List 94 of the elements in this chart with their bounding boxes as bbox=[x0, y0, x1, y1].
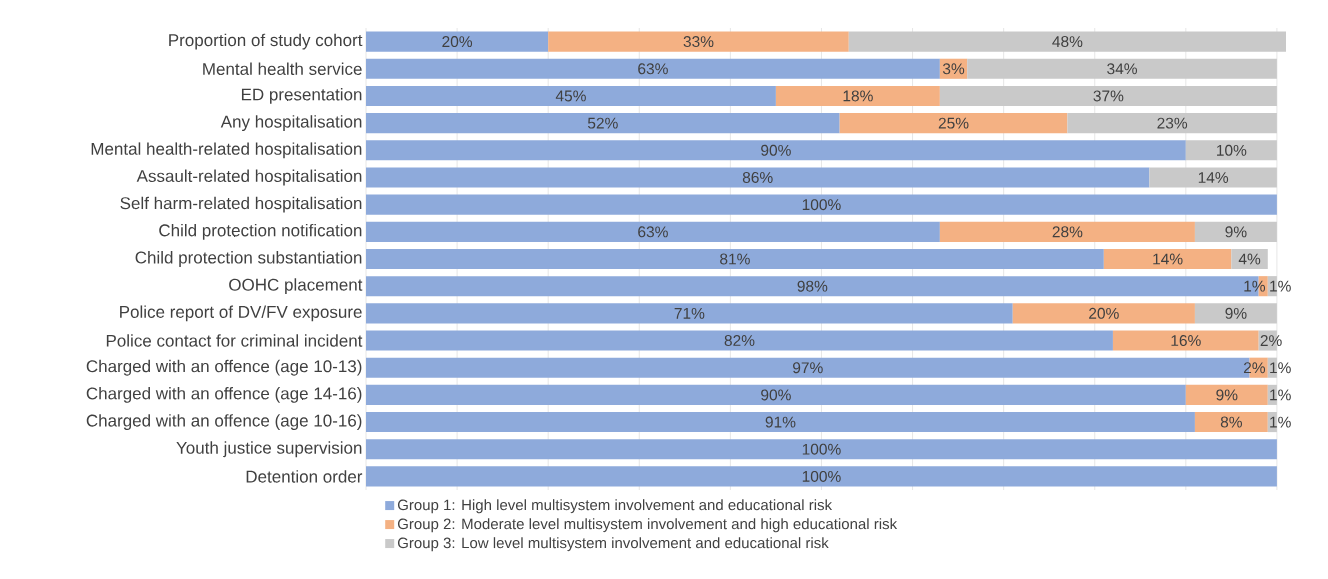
data-label: 3% bbox=[942, 63, 965, 75]
data-label: 23% bbox=[1157, 117, 1188, 129]
data-label: 14% bbox=[1153, 253, 1183, 265]
legend-label: Group 1: High level multisystem involvement and educational risk bbox=[397, 499, 833, 514]
y-tick-label: Any hospitalisation bbox=[220, 115, 362, 132]
bar bbox=[366, 330, 1113, 351]
bar bbox=[848, 31, 1287, 52]
bar bbox=[1012, 303, 1195, 324]
y-tick-label: Proportion of study cohort bbox=[169, 33, 363, 50]
data-label: 81% bbox=[720, 253, 750, 265]
data-label: 10% bbox=[1217, 144, 1247, 156]
data-label: 86% bbox=[742, 171, 773, 183]
data-label: 98% bbox=[797, 280, 828, 292]
data-label: 1% bbox=[1270, 389, 1291, 401]
data-label: 9% bbox=[1216, 389, 1238, 401]
y-tick-label: Child protection notification bbox=[159, 223, 362, 240]
bar bbox=[366, 85, 776, 106]
data-label: 100% bbox=[802, 470, 841, 482]
data-label: 4% bbox=[1238, 253, 1261, 265]
data-label: 90% bbox=[761, 389, 791, 401]
y-tick-label: Youth justice supervision bbox=[176, 441, 362, 458]
bar bbox=[839, 113, 1068, 134]
y-tick-label: Self harm-related hospitalisation bbox=[120, 196, 362, 213]
y-tick-label: Child protection substantiation bbox=[135, 251, 362, 267]
data-label: 71% bbox=[674, 307, 705, 319]
y-tick-label: OOHC placement bbox=[229, 278, 363, 295]
data-label: 2% bbox=[1260, 335, 1282, 346]
y-tick-label: Charged with an offence (age 14-16) bbox=[86, 386, 362, 403]
data-label: 14% bbox=[1198, 172, 1229, 183]
y-tick-label: Charged with an offence (age 10-16) bbox=[86, 414, 362, 430]
bar bbox=[1067, 113, 1277, 134]
data-label: 52% bbox=[587, 117, 618, 129]
bar bbox=[366, 140, 1186, 161]
bar bbox=[366, 384, 1186, 405]
data-label: 33% bbox=[683, 36, 714, 48]
data-label: 34% bbox=[1107, 63, 1138, 75]
bar bbox=[1185, 384, 1268, 405]
y-tick-label: Police contact for criminal incident bbox=[106, 334, 363, 347]
bar bbox=[548, 31, 849, 52]
legend-label: Group 3: Low level multisystem involvement and educational risk bbox=[397, 537, 829, 552]
data-label: 20% bbox=[1089, 307, 1119, 319]
data-label: 100% bbox=[802, 199, 841, 211]
data-label: 45% bbox=[555, 90, 586, 102]
data-label: 1% bbox=[1270, 416, 1291, 428]
bar bbox=[939, 85, 1277, 106]
data-label: 25% bbox=[938, 117, 969, 129]
y-tick-label: ED presentation bbox=[241, 88, 362, 104]
bar bbox=[366, 113, 840, 134]
bar bbox=[939, 221, 1195, 242]
bar bbox=[366, 167, 1150, 188]
bar bbox=[1112, 330, 1259, 351]
bar bbox=[366, 31, 549, 52]
bar bbox=[366, 412, 1195, 433]
data-label: 90% bbox=[761, 144, 791, 156]
bar bbox=[1103, 248, 1232, 270]
bar bbox=[967, 58, 1277, 79]
y-tick-label: Mental health-related hospitalisation bbox=[91, 142, 362, 159]
bar bbox=[1149, 167, 1277, 188]
data-label: 63% bbox=[638, 226, 668, 238]
y-tick-label: Detention order bbox=[246, 470, 363, 483]
data-label: 97% bbox=[793, 362, 823, 374]
bar bbox=[775, 85, 940, 106]
bar bbox=[366, 58, 940, 79]
bar bbox=[1231, 248, 1268, 270]
data-label: 100% bbox=[802, 443, 841, 455]
data-label: 8% bbox=[1220, 416, 1243, 428]
y-tick-label: Police report of DV/FV exposure bbox=[120, 305, 362, 322]
bar bbox=[366, 248, 1104, 270]
legend-label: Group 2: Moderate level multisystem involvement and high educational risk bbox=[397, 518, 898, 533]
data-label: 1% bbox=[1270, 280, 1291, 292]
bar bbox=[1185, 140, 1277, 161]
y-tick-label: Assault-related hospitalisation bbox=[136, 169, 362, 186]
data-label: 82% bbox=[724, 335, 755, 347]
bar bbox=[1194, 221, 1277, 242]
bar bbox=[366, 221, 940, 242]
data-label: 63% bbox=[638, 63, 668, 75]
data-label: 20% bbox=[442, 36, 473, 48]
bar bbox=[366, 194, 1277, 215]
bar bbox=[1194, 412, 1268, 433]
y-tick-label: Mental health service bbox=[203, 62, 362, 76]
bar bbox=[366, 439, 1277, 460]
y-tick-label: Charged with an offence (age 10-13) bbox=[86, 359, 362, 376]
data-label: 37% bbox=[1093, 90, 1124, 102]
data-label: 18% bbox=[843, 90, 873, 102]
data-label: 28% bbox=[1052, 226, 1083, 238]
data-label: 91% bbox=[765, 416, 796, 428]
data-label: 48% bbox=[1052, 36, 1083, 48]
bar bbox=[366, 303, 1013, 324]
bar bbox=[1194, 303, 1277, 324]
data-label: 9% bbox=[1225, 307, 1247, 319]
data-label: 1% bbox=[1270, 362, 1291, 374]
data-label: 16% bbox=[1171, 335, 1201, 347]
data-label: 9% bbox=[1225, 226, 1247, 238]
bar bbox=[366, 466, 1277, 487]
